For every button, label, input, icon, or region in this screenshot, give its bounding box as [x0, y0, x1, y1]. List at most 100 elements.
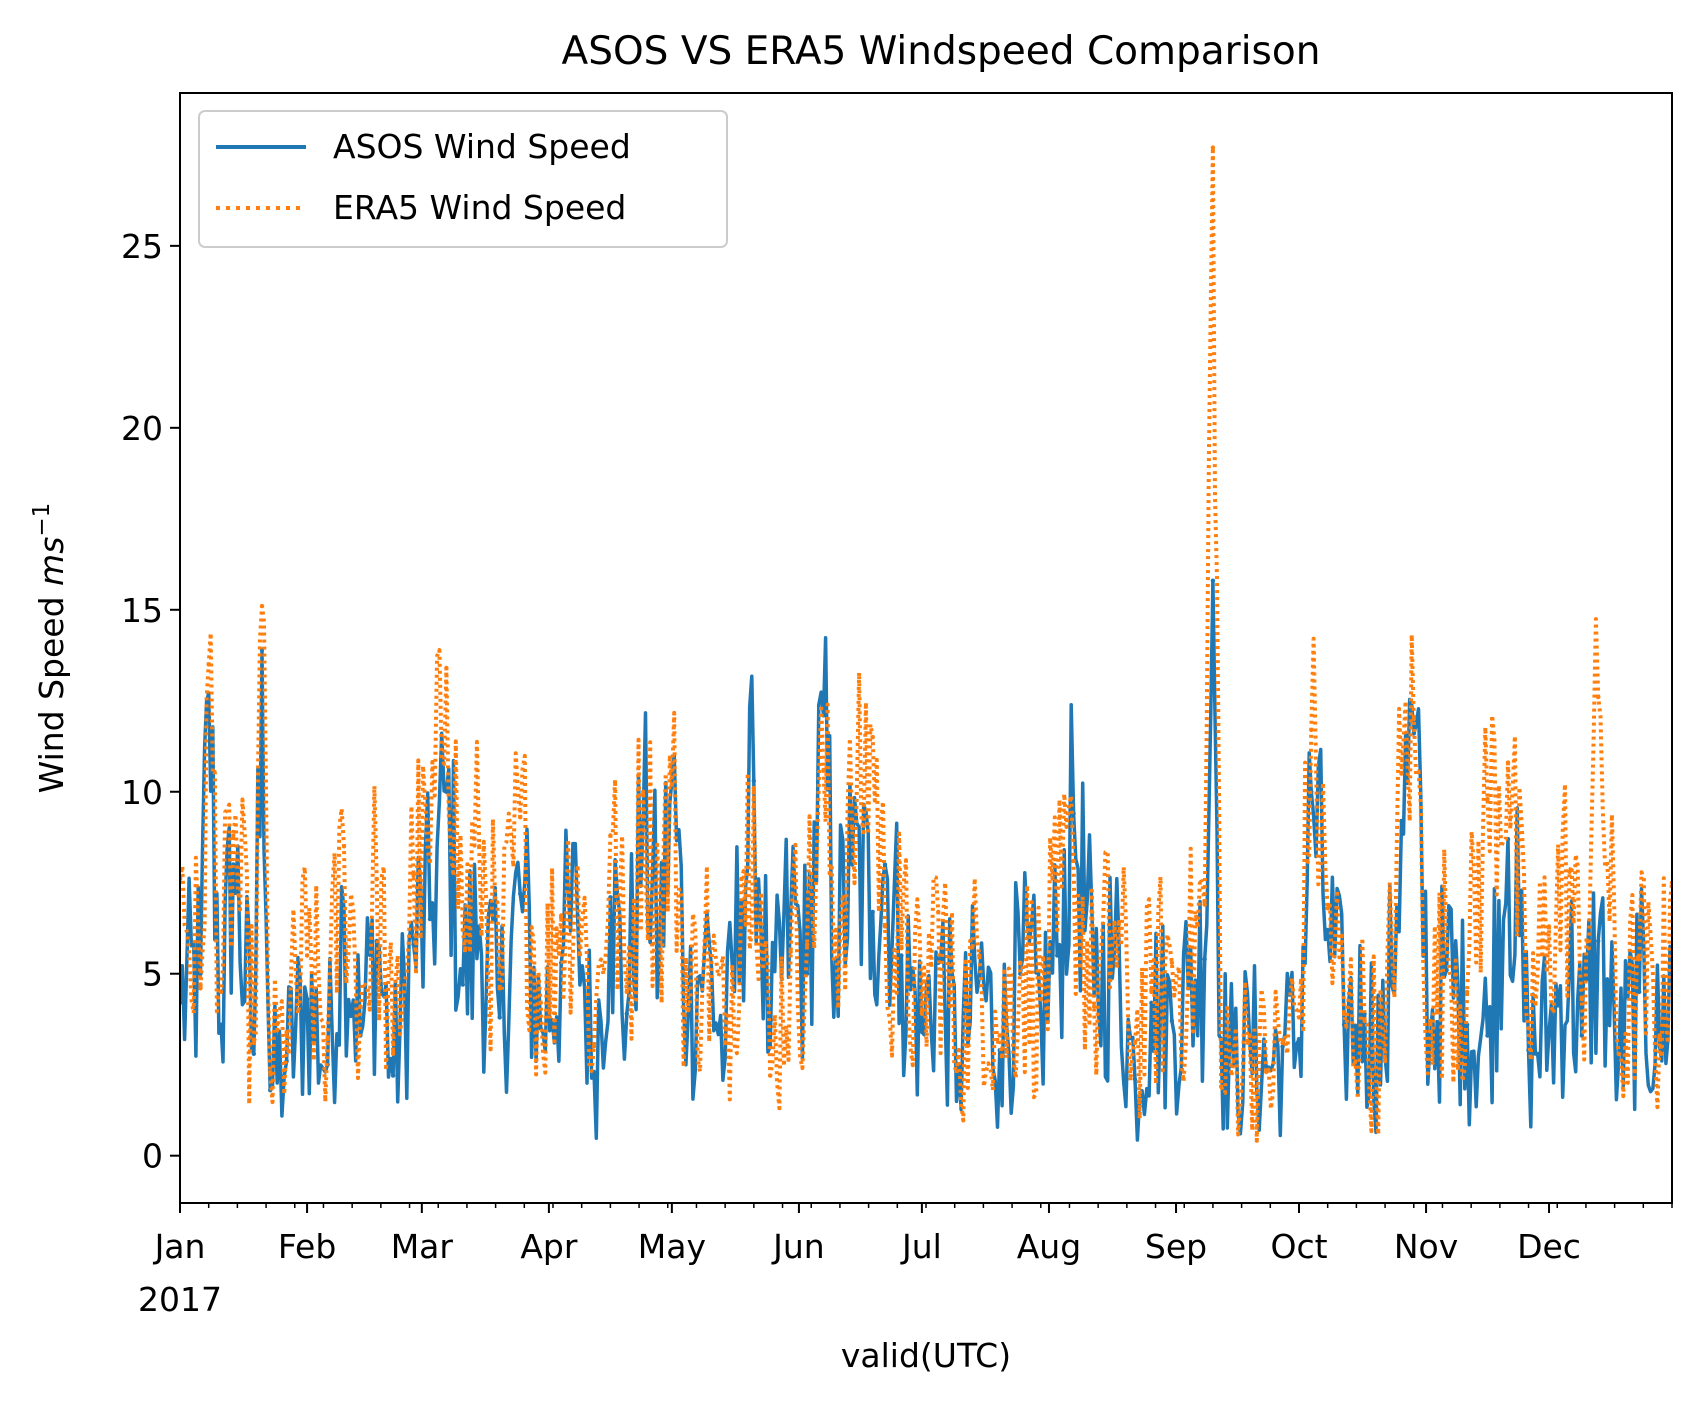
series-1-point-21: [518, 815, 523, 820]
legend-label-era5: ERA5 Wind Speed: [333, 188, 626, 227]
series-1-point-53: [1071, 858, 1076, 864]
series-1-point-74: [1411, 716, 1417, 722]
series-1-point-85: [1616, 1051, 1621, 1057]
series-1-point-38: [804, 942, 810, 947]
series-1-point-66: [1280, 1040, 1285, 1046]
series-0-point-69: [1325, 927, 1330, 933]
y-axis: 0 5 10 15 20 25: [121, 227, 180, 1176]
series-1-point-75: [1428, 1018, 1433, 1024]
series-1-point-3: [218, 989, 224, 995]
series-0-point-66: [1280, 1044, 1285, 1049]
x-tick-label-9: Oct: [1270, 1227, 1327, 1266]
x-tick-label-11: Dec: [1517, 1227, 1581, 1266]
series-1-point-60: [1202, 902, 1207, 907]
series-0-point-27: [624, 1011, 629, 1016]
series-1-point-44: [899, 946, 904, 951]
plot-area: [179, 92, 1673, 1204]
series-0-point-78: [1485, 1033, 1490, 1038]
series-0-point-81: [1546, 1029, 1552, 1035]
series-1-point-52: [1055, 927, 1060, 933]
series-1-point-45: [919, 1011, 925, 1016]
series-0-point-43: [882, 862, 888, 867]
series-1-point-18: [460, 927, 465, 933]
y-tick-label-4: 20: [121, 409, 163, 448]
series-1-point-83: [1579, 997, 1585, 1002]
series-1-point-49: [997, 1033, 1002, 1038]
series-0-point-33: [723, 1055, 728, 1060]
legend: ASOS Wind Speed ERA5 Wind Speed: [198, 110, 728, 248]
series-1-point-8: [284, 1029, 289, 1035]
series-1-point-80: [1526, 1026, 1531, 1031]
series-1-point-31: [686, 1007, 691, 1013]
series-0-point-60: [1202, 957, 1207, 962]
series-0-point-5: [251, 1051, 256, 1057]
series-1-point-19: [477, 844, 482, 849]
y-axis-label: Wind Speed ms−1: [29, 503, 71, 794]
series-1-point-54: [1091, 1004, 1097, 1009]
series-1-point-56: [1132, 1040, 1138, 1046]
series-1-point-5: [251, 1040, 256, 1046]
series-1-point-46: [936, 909, 941, 915]
series-1-point-65: [1264, 1069, 1269, 1075]
series-1-point-87: [1657, 1033, 1662, 1038]
series-1-point-42: [870, 735, 875, 740]
series-1-point-61: [1210, 145, 1216, 150]
series-1-point-17: [444, 665, 449, 671]
series-1-point-70: [1341, 1011, 1347, 1016]
x-tick-label-4: May: [638, 1227, 706, 1266]
series-1-point-29: [657, 906, 662, 911]
series-0-point-56: [1132, 1077, 1138, 1082]
y-tick-label-3: 15: [121, 591, 163, 630]
series-1-point-69: [1325, 906, 1330, 911]
series-0-point-17: [444, 789, 449, 794]
series-1-point-10: [325, 1037, 330, 1042]
series-1-point-32: [702, 938, 707, 944]
chart-title: ASOS VS ERA5 Windspeed Comparison: [562, 29, 1321, 74]
series-1-point-43: [882, 924, 888, 929]
series-1-point-77: [1464, 989, 1470, 995]
series-1-point-82: [1567, 869, 1572, 874]
series-0-point-61: [1210, 578, 1216, 583]
x-tick-label-2: Mar: [391, 1227, 454, 1266]
series-1-point-57: [1149, 989, 1154, 995]
series-1-point-23: [559, 913, 564, 918]
series-0-point-31: [686, 1011, 691, 1016]
series-1-point-51: [1038, 997, 1044, 1002]
x-tick-label-1: Feb: [278, 1227, 336, 1266]
series-1-point-48: [977, 953, 982, 958]
series-1-point-47: [956, 1047, 961, 1053]
series-1-point-50: [1018, 960, 1023, 965]
x-tick-label-0: Jan: [153, 1227, 206, 1266]
series-1-point-73: [1399, 771, 1404, 776]
series-1-point-30: [669, 782, 675, 787]
series-0-point-45: [919, 1029, 925, 1035]
series-1-point-40: [833, 927, 838, 933]
series-1-point-7: [268, 1069, 273, 1075]
y-tick-label-2: 10: [121, 773, 163, 812]
series-0-point-58: [1169, 1018, 1175, 1024]
series-0-point-3: [218, 1022, 224, 1027]
series-1-point-81: [1546, 924, 1552, 929]
x-axis-year-label: 2017: [138, 1280, 222, 1319]
series-0-point-21: [518, 891, 523, 896]
x-tick-label-3: Apr: [520, 1227, 578, 1266]
series-1-point-25: [591, 1044, 597, 1049]
series-1-point-12: [358, 1004, 363, 1009]
series-0-point-73: [1399, 818, 1404, 824]
series-1-point-13: [374, 876, 379, 882]
plot-frame: [179, 92, 1673, 1204]
y-tick-label-0: 0: [142, 1137, 163, 1176]
y-axis-label-main: Wind Speed: [32, 586, 71, 793]
series-1-point-4: [231, 833, 236, 838]
series-1-point-63: [1231, 1058, 1236, 1064]
series-1-point-24: [575, 866, 580, 871]
series-1-point-86: [1637, 957, 1642, 962]
series-1-point-58: [1169, 960, 1175, 965]
series-layer: [180, 145, 1672, 1143]
series-1-point-64: [1247, 1033, 1253, 1038]
series-0-point-18: [460, 982, 465, 987]
x-tick-label-5: Jun: [771, 1227, 825, 1266]
x-tick-label-8: Sep: [1145, 1227, 1207, 1266]
series-1-point-59: [1186, 971, 1191, 976]
